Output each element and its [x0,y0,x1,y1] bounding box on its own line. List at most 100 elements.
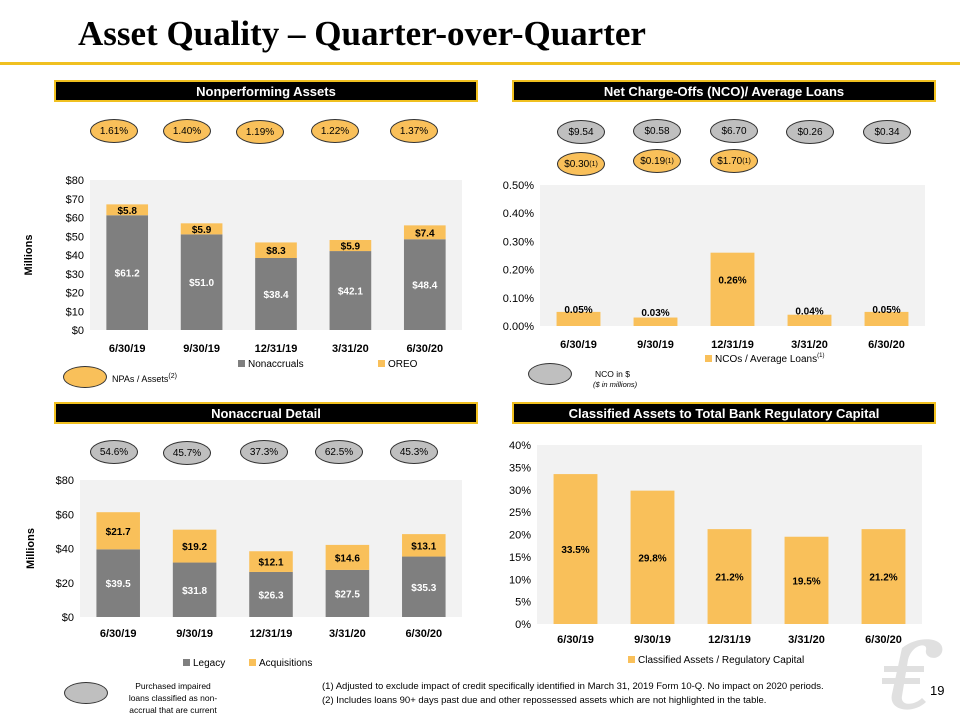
purchased-impaired-oval: 45.7% [163,441,211,465]
data-label: 21.2% [715,573,743,584]
y-tick-label: $10 [66,306,84,318]
y-tick-label: 5% [515,597,531,609]
bar-ncos-average-loans [864,311,909,326]
footnote-marker: (1) [665,157,674,165]
x-tick-label: 9/30/19 [176,628,213,640]
bar-oreo [329,240,372,252]
data-label: $19.2 [182,542,207,553]
x-tick-label: 9/30/19 [634,634,671,646]
bar-ncos-average-loans [633,317,678,326]
footnote-marker: (1) [742,157,751,165]
page-title: Asset Quality – Quarter-over-Quarter [78,14,646,53]
y-tick-label: $50 [66,231,84,243]
bar-classified-assets-regulatory-capital [784,536,829,624]
nonaccrual-detail-chart: $0 $20 $40 $60 $80 Millions $39.5 $21.7 6/30/19 $… [25,475,462,669]
y-tick-label: 0.10% [503,293,534,305]
y-tick-label: 30% [509,485,531,497]
x-tick-label: 12/31/19 [255,343,298,355]
x-tick-label: 6/30/20 [868,339,905,351]
bar-classified-assets-regulatory-capital [553,474,598,624]
y-tick-label: 0% [515,619,531,631]
legend-label: Acquisitions [259,658,312,669]
y-tick-label: $40 [56,544,74,556]
y-tick-label: $20 [56,578,74,590]
legend-swatch [628,656,635,663]
npa-legend-label: NPAs / Assets(2) [112,373,177,384]
bar-oreo [180,223,223,235]
bar-acquisitions [249,551,293,572]
data-label: 0.03% [641,308,669,319]
bar-acquisitions [96,512,140,550]
purchased-impaired-oval: 37.3% [240,440,288,464]
npa-legend-oval [63,366,107,388]
npa-ratio-oval: 1.40% [163,119,211,143]
nco-adjusted-value: $1.70 [717,155,743,167]
npa-ratio-oval: 1.19% [236,120,284,144]
data-label: $5.9 [192,225,212,236]
nco-dollar-oval: $0.34 [863,120,911,144]
x-tick-label: 6/30/19 [109,343,146,355]
legend-label: Nonaccruals [248,359,304,370]
data-label: $31.8 [182,586,207,597]
nco-legend-label: NCO in $ [595,369,630,379]
data-label: $61.2 [115,269,140,280]
bar-acquisitions [402,534,446,557]
bar-oreo [106,204,149,216]
data-label: $27.5 [335,589,360,600]
x-tick-label: 9/30/19 [637,339,674,351]
bar-legacy [96,549,140,617]
y-tick-label: $20 [66,288,84,300]
page-number: 19 [930,683,945,698]
npa-ratio-oval: 1.61% [90,119,138,143]
nco-dollar-oval: $6.70 [710,119,758,143]
y-axis-label: Millions [25,528,37,569]
classified-assets-chart: 0% 5% 10% 15% 20% 25% 30% 35% 40% 33.5% 6/30/19 29.… [509,440,922,666]
data-label: $7.4 [415,228,435,239]
x-tick-label: 6/30/20 [865,634,902,646]
bar-oreo [403,225,446,240]
y-tick-label: $60 [66,213,84,225]
legend-label: Classified Assets / Regulatory Capital [638,655,804,666]
data-label: $51.0 [189,278,214,289]
legend-swatch [705,355,712,362]
bar-legacy [172,562,217,617]
y-tick-label: 15% [509,552,531,564]
x-tick-label: 3/31/20 [788,634,825,646]
nco-dollar-oval: $0.58 [633,119,681,143]
data-label: 29.8% [638,553,666,564]
npa-ratio-oval: 1.22% [311,119,359,143]
nco-adjusted-oval: $1.70 (1) [710,149,758,173]
nonaccrual-legend-label: Purchased impaired loans classified as n… [128,681,218,715]
y-tick-label: $80 [66,175,84,187]
data-label: $14.6 [335,553,360,564]
purchased-impaired-oval: 62.5% [315,440,363,464]
x-tick-label: 9/30/19 [183,343,220,355]
x-tick-label: 3/31/20 [332,343,369,355]
data-label: $8.3 [266,246,286,257]
bar-nonaccruals [255,258,297,330]
x-tick-label: 6/30/19 [557,634,594,646]
y-tick-label: 0.40% [503,208,534,220]
data-label: $35.3 [411,583,436,594]
x-tick-label: 6/30/20 [406,343,443,355]
legend-label: OREO [388,359,418,370]
legend-label: Legacy [193,658,225,669]
nco-dollar-oval: $9.54 [557,120,605,144]
y-tick-label: $0 [62,612,74,624]
footnote-1: (1) Adjusted to exclude impact of credit… [322,681,824,692]
x-tick-label: 12/31/19 [250,628,293,640]
data-label: $39.5 [106,579,131,590]
bar-nonaccruals [180,234,223,330]
x-tick-label: 6/30/20 [405,628,442,640]
data-label: $21.7 [106,527,131,538]
data-label: 19.5% [792,576,820,587]
bar-acquisitions [325,544,370,570]
nco-adjusted-oval: $0.30 (1) [557,152,605,176]
nco-average-loans-chart: 0.00% 0.10% 0.20% 0.30% 0.40% 0.50% 0.05% 6/30/… [503,180,925,365]
bar-classified-assets-regulatory-capital [861,529,906,624]
y-tick-label: $60 [56,509,74,521]
y-tick-label: 0.50% [503,180,534,192]
purchased-impaired-oval: 54.6% [90,440,138,464]
y-tick-label: 20% [509,530,531,542]
nonperforming-assets-chart: $0 $10 $20 $30 $40 $50 $60 $70 $80 Millions $61.2 $… [23,175,462,370]
